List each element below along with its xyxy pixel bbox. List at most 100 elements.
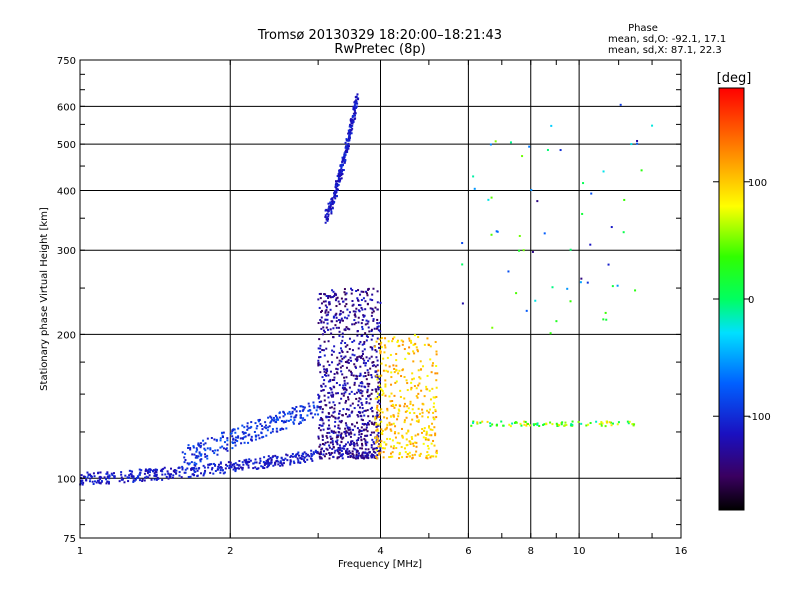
echo-point bbox=[415, 441, 418, 444]
echo-point bbox=[322, 329, 325, 332]
echo-point bbox=[100, 479, 103, 482]
echo-point bbox=[388, 365, 391, 368]
echo-point bbox=[378, 423, 381, 426]
echo-point bbox=[193, 470, 196, 473]
echo-point bbox=[152, 470, 155, 473]
echo-point bbox=[361, 328, 364, 331]
echo-point bbox=[418, 376, 421, 379]
echo-point bbox=[383, 416, 386, 419]
echo-point bbox=[410, 381, 413, 384]
echo-point bbox=[423, 427, 426, 430]
echo-point bbox=[389, 455, 392, 458]
echo-point bbox=[398, 344, 401, 347]
echo-point bbox=[370, 328, 373, 331]
echo-point bbox=[353, 392, 356, 395]
echo-point bbox=[404, 410, 407, 413]
echo-point bbox=[335, 316, 338, 319]
echo-point bbox=[411, 437, 414, 440]
echo-point bbox=[636, 139, 639, 142]
echo-point bbox=[381, 390, 384, 393]
echo-point bbox=[580, 277, 583, 280]
echo-point bbox=[363, 409, 366, 412]
echo-point bbox=[330, 388, 333, 391]
echo-point bbox=[210, 463, 213, 466]
echo-point bbox=[350, 119, 353, 122]
echo-point bbox=[344, 153, 347, 156]
echo-point bbox=[370, 330, 373, 333]
echo-point bbox=[295, 405, 298, 408]
echo-point bbox=[112, 472, 115, 475]
echo-point bbox=[148, 471, 151, 474]
echo-point bbox=[327, 374, 330, 377]
echo-point bbox=[299, 414, 302, 417]
echo-point bbox=[342, 394, 345, 397]
echo-point bbox=[324, 221, 327, 224]
echo-point bbox=[370, 392, 373, 395]
echo-point bbox=[348, 426, 351, 429]
echo-point bbox=[86, 471, 89, 474]
echo-point bbox=[377, 409, 380, 412]
echo-point bbox=[338, 427, 341, 430]
echo-point bbox=[259, 423, 262, 426]
echo-point bbox=[123, 481, 126, 484]
echo-point bbox=[366, 369, 369, 372]
echo-point bbox=[165, 475, 168, 478]
echo-point bbox=[351, 349, 354, 352]
echo-point bbox=[378, 402, 381, 405]
echo-point bbox=[357, 452, 360, 455]
echo-point bbox=[351, 122, 354, 125]
echo-point bbox=[130, 473, 133, 476]
echo-point bbox=[362, 290, 365, 293]
echo-point bbox=[542, 423, 545, 426]
echo-point bbox=[319, 371, 322, 374]
echo-point bbox=[290, 454, 293, 457]
echo-point bbox=[429, 358, 432, 361]
echo-point bbox=[340, 421, 343, 424]
echo-point bbox=[366, 453, 369, 456]
echo-point bbox=[373, 431, 376, 434]
echo-point bbox=[536, 422, 539, 425]
echo-point bbox=[408, 411, 411, 414]
echo-point bbox=[366, 430, 369, 433]
echo-point bbox=[368, 394, 371, 397]
echo-point bbox=[427, 438, 430, 441]
echo-point bbox=[395, 368, 398, 371]
echo-point bbox=[336, 296, 339, 299]
echo-point bbox=[216, 449, 219, 452]
echo-point bbox=[347, 396, 350, 399]
echo-point bbox=[360, 415, 363, 418]
echo-point bbox=[331, 430, 334, 433]
echo-point bbox=[340, 370, 343, 373]
echo-point bbox=[339, 455, 342, 458]
echo-point bbox=[299, 416, 302, 419]
echo-point bbox=[313, 452, 316, 455]
echo-point bbox=[343, 288, 346, 291]
echo-point bbox=[354, 457, 357, 460]
echo-point bbox=[352, 441, 355, 444]
echo-point bbox=[265, 462, 268, 465]
echo-point bbox=[338, 175, 341, 178]
echo-point bbox=[376, 406, 379, 409]
echo-point bbox=[338, 351, 341, 354]
echo-point bbox=[224, 467, 227, 470]
echo-point bbox=[161, 473, 164, 476]
echo-point bbox=[309, 412, 312, 415]
echo-point bbox=[360, 429, 363, 432]
echo-point bbox=[331, 197, 334, 200]
echo-point bbox=[413, 334, 416, 337]
echo-point bbox=[347, 398, 350, 401]
y-tick-label: 600 bbox=[57, 102, 76, 113]
echo-point bbox=[334, 180, 337, 183]
echo-point bbox=[314, 413, 317, 416]
echo-point bbox=[322, 422, 325, 425]
echo-point bbox=[344, 413, 347, 416]
echo-point bbox=[351, 402, 354, 405]
echo-point bbox=[282, 421, 285, 424]
echo-point bbox=[305, 452, 308, 455]
echo-point bbox=[246, 428, 249, 431]
echo-point bbox=[343, 161, 346, 164]
echo-point bbox=[348, 138, 351, 141]
echo-point bbox=[353, 433, 356, 436]
echo-point bbox=[319, 297, 322, 300]
echo-point bbox=[363, 428, 366, 431]
